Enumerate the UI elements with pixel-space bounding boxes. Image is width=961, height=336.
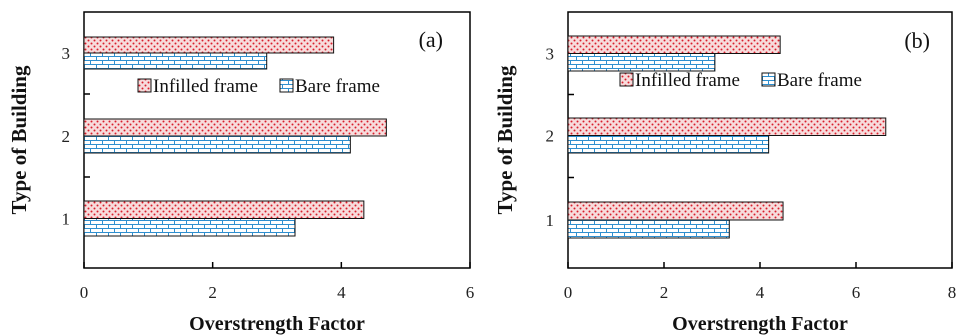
bar-infilled-building-1 bbox=[567, 201, 784, 221]
y-tick-label-2: 2 bbox=[62, 127, 71, 146]
y-tick-label-1: 1 bbox=[546, 211, 555, 230]
bar-bare-building-1 bbox=[83, 218, 296, 237]
x-tick-label: 8 bbox=[948, 283, 957, 302]
bar-bare-building-3 bbox=[567, 53, 716, 72]
x-tick-label: 2 bbox=[208, 283, 217, 302]
bar-bare-building-2 bbox=[567, 135, 770, 154]
x-tick-label: 2 bbox=[660, 283, 669, 302]
bar-infilled-building-2 bbox=[83, 118, 387, 137]
panel-label: (b) bbox=[904, 28, 930, 53]
bar-bare-building-3 bbox=[83, 52, 268, 70]
bar-infilled-building-1 bbox=[83, 200, 365, 219]
legend-label-infilled: Infilled frame bbox=[153, 76, 258, 97]
y-tick-label-3: 3 bbox=[62, 44, 71, 63]
x-tick-label: 0 bbox=[564, 283, 573, 302]
x-tick-label: 4 bbox=[756, 283, 765, 302]
x-tick-label: 6 bbox=[466, 283, 475, 302]
x-tick-label: 0 bbox=[80, 283, 89, 302]
panel-label: (a) bbox=[419, 27, 443, 52]
chart-panel-a: 1 2 3 0 2 4 6 Type of Building Overstrength Fact… bbox=[7, 11, 475, 335]
legend: Infilled frame Bare frame bbox=[137, 76, 380, 97]
x-axis-label: Overstrength Factor bbox=[672, 313, 848, 335]
y-tick-label-3: 3 bbox=[546, 45, 555, 64]
legend: Infilled frame Bare frame bbox=[619, 70, 862, 91]
legend-label-infilled: Infilled frame bbox=[635, 70, 740, 91]
y-tick-label-2: 2 bbox=[546, 127, 555, 146]
x-axis-label: Overstrength Factor bbox=[189, 313, 365, 335]
x-tick-label: 4 bbox=[337, 283, 346, 302]
bar-infilled-building-2 bbox=[567, 117, 887, 136]
y-axis-label: Type of Building bbox=[493, 65, 517, 214]
bar-bare-building-1 bbox=[567, 219, 730, 239]
chart-panel-b: 1 2 3 0 2 4 6 8 Type of Building Overstrength Fac… bbox=[493, 11, 957, 335]
legend-label-bare: Bare frame bbox=[295, 76, 380, 97]
bar-bare-building-2 bbox=[83, 135, 351, 154]
legend-swatch-bare bbox=[279, 78, 294, 93]
bar-infilled-building-3 bbox=[83, 36, 335, 54]
x-tick-label: 6 bbox=[852, 283, 861, 302]
legend-swatch-bare bbox=[761, 72, 776, 87]
legend-swatch-infilled bbox=[137, 78, 152, 93]
y-tick-label-1: 1 bbox=[62, 210, 71, 229]
legend-swatch-infilled bbox=[619, 72, 634, 87]
y-axis-label: Type of Building bbox=[7, 65, 31, 214]
legend-label-bare: Bare frame bbox=[777, 70, 862, 91]
bar-infilled-building-3 bbox=[567, 35, 781, 54]
